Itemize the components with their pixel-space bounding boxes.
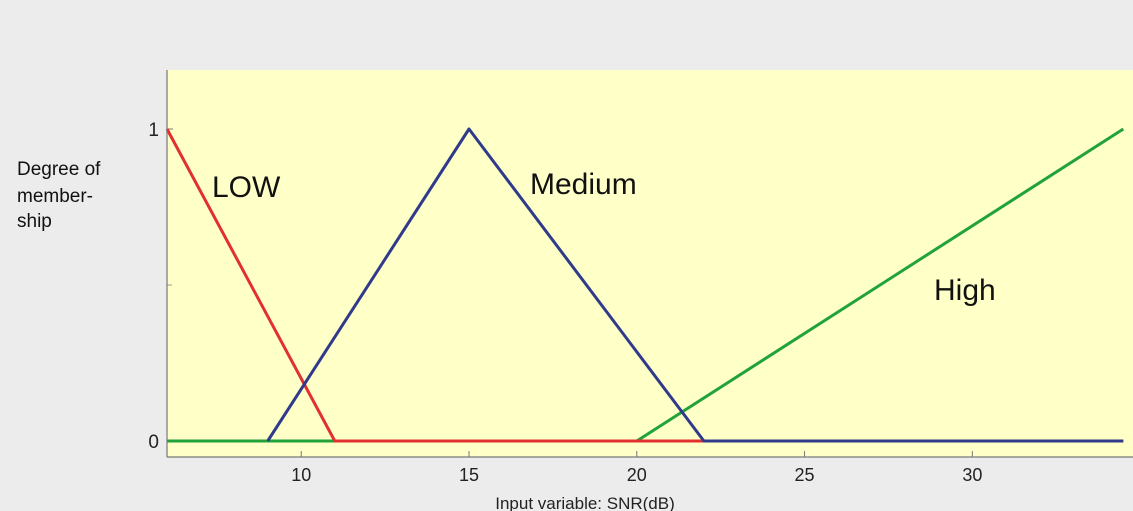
y-axis-label-line-2: member- bbox=[17, 186, 94, 207]
y-axis-label-line-1: Degree of bbox=[17, 159, 101, 180]
series-label-low: LOW bbox=[212, 171, 281, 204]
x-tick-label-15: 15 bbox=[459, 465, 479, 485]
y-tick-label-1: 1 bbox=[148, 120, 159, 141]
x-axis-label: Input variable: SNR(dB) bbox=[495, 494, 675, 511]
x-tick-label-20: 20 bbox=[627, 465, 647, 485]
series-label-medium: Medium bbox=[530, 168, 637, 201]
x-tick-label-25: 25 bbox=[795, 465, 815, 485]
y-axis-label-line-3: ship bbox=[17, 211, 52, 232]
series-label-high: High bbox=[934, 274, 996, 307]
x-tick-label-10: 10 bbox=[291, 465, 311, 485]
plot-area-background bbox=[167, 70, 1133, 457]
x-tick-label-30: 30 bbox=[962, 465, 982, 485]
series-line-medium bbox=[266, 127, 1124, 443]
y-tick-label-0: 0 bbox=[148, 432, 159, 453]
